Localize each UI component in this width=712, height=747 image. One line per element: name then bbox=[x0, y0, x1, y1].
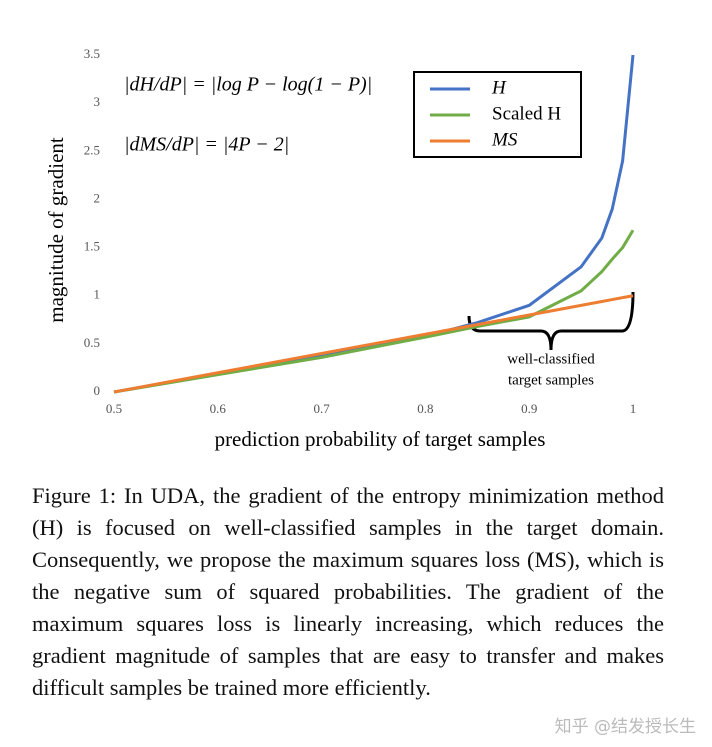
x-tick-label: 1 bbox=[630, 401, 637, 416]
line bbox=[113, 294, 634, 394]
equation: |dH/dP| = |log P − log(1 − P)| bbox=[124, 74, 372, 96]
legend-label: H bbox=[491, 77, 507, 98]
line bbox=[113, 229, 635, 394]
chart: prediction probability of target samples… bbox=[44, 46, 637, 451]
x-axis-label: prediction probability of target samples bbox=[215, 427, 546, 451]
y-tick-label: 2 bbox=[94, 190, 101, 205]
x-tick-label: 0.5 bbox=[106, 401, 122, 416]
brace-label: well-classified bbox=[507, 351, 595, 367]
caption: Figure 1: In UDA, the gradient of the en… bbox=[32, 483, 664, 700]
y-tick-label: 2.5 bbox=[84, 142, 100, 157]
equation: |dMS/dP| = |4P − 2| bbox=[124, 134, 289, 156]
line bbox=[113, 54, 635, 394]
y-tick-label: 1.5 bbox=[84, 239, 100, 254]
y-tick-label: 3 bbox=[94, 94, 101, 109]
brace bbox=[467, 291, 635, 351]
y-tick-label: 0 bbox=[94, 383, 101, 398]
y-tick-label: 1 bbox=[94, 287, 101, 302]
brace-label: target samples bbox=[508, 372, 594, 388]
x-tick-label: 0.6 bbox=[210, 401, 227, 416]
y-tick-label: 3.5 bbox=[84, 46, 100, 61]
legend-box bbox=[413, 71, 582, 158]
y-axis-label: magnitude of gradient bbox=[44, 137, 68, 323]
legend-label: Scaled H bbox=[492, 103, 561, 124]
x-tick-label: 0.9 bbox=[521, 401, 537, 416]
legend-label: MS bbox=[491, 129, 518, 150]
watermark: 知乎 @结发授长生 bbox=[554, 717, 696, 737]
x-tick-label: 0.8 bbox=[417, 401, 433, 416]
x-tick-label: 0.7 bbox=[313, 401, 330, 416]
y-tick-label: 0.5 bbox=[84, 335, 100, 350]
